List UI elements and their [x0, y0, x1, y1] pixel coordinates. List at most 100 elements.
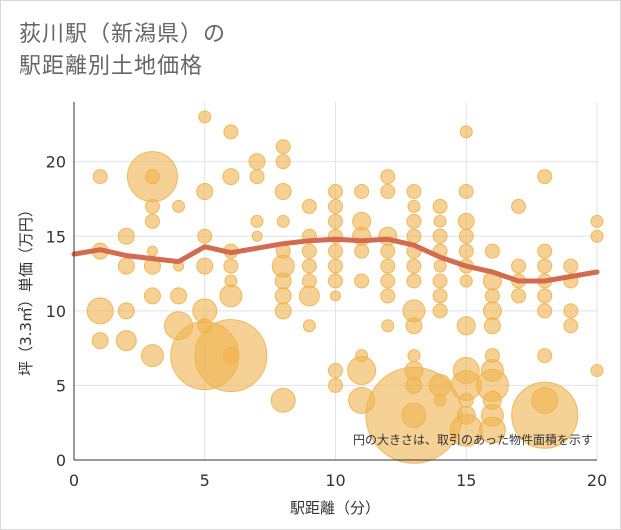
- x-tick-label: 10: [325, 471, 345, 490]
- data-bubble: [354, 243, 370, 259]
- y-tick-label: 5: [56, 376, 66, 395]
- data-bubble: [298, 285, 320, 307]
- data-bubble: [276, 214, 290, 228]
- data-bubble: [86, 297, 114, 325]
- data-bubble: [328, 184, 343, 199]
- y-tick-label: 15: [46, 227, 66, 246]
- data-bubble: [144, 213, 160, 229]
- data-bubble: [144, 169, 160, 185]
- data-bubble: [511, 288, 527, 304]
- data-bubble: [140, 344, 164, 368]
- data-bubble: [197, 228, 213, 244]
- chart-title-line1: 荻川駅（新潟県）の: [19, 22, 227, 47]
- data-bubble: [117, 227, 135, 245]
- data-bubble: [380, 258, 396, 274]
- data-bubble: [407, 199, 421, 213]
- data-bubble: [328, 377, 343, 393]
- data-bubble: [590, 214, 604, 228]
- data-bubble: [248, 153, 266, 171]
- x-tick-label: 15: [456, 471, 476, 490]
- data-bubble: [381, 319, 395, 333]
- data-bubble: [249, 169, 265, 185]
- data-bubble: [301, 258, 317, 274]
- data-bubble: [274, 287, 292, 305]
- data-bubble: [328, 198, 343, 214]
- data-bubble: [380, 288, 396, 304]
- y-axis-label: 坪（3.3㎡）単価（万円）: [17, 202, 35, 376]
- data-bubble: [270, 387, 296, 413]
- data-bubble: [401, 402, 427, 428]
- data-bubble: [274, 272, 292, 290]
- data-bubble: [590, 229, 604, 243]
- data-bubble: [511, 258, 527, 274]
- data-bubble: [482, 301, 502, 321]
- x-axis-label: 駅距離（分）: [290, 499, 380, 517]
- data-bubble: [483, 317, 501, 335]
- data-bubble: [328, 258, 343, 274]
- data-bubble: [537, 288, 553, 304]
- data-bubble: [428, 373, 452, 397]
- data-bubble: [407, 349, 421, 363]
- data-bubble: [354, 184, 370, 199]
- data-bubble: [250, 214, 264, 228]
- data-bubble: [301, 198, 317, 214]
- data-bubble: [590, 364, 604, 377]
- data-bubble: [458, 392, 474, 408]
- data-bubble: [328, 363, 343, 378]
- data-bubble: [146, 245, 158, 257]
- data-bubble: [484, 243, 500, 259]
- data-bubble: [117, 302, 135, 320]
- data-bubble: [484, 288, 500, 304]
- data-bubble: [117, 257, 135, 275]
- data-bubble: [406, 184, 422, 199]
- data-bubble: [347, 356, 377, 385]
- x-tick-label: 0: [69, 471, 79, 490]
- data-bubble: [380, 184, 396, 199]
- data-bubble: [457, 212, 475, 230]
- data-bubble: [198, 110, 212, 124]
- data-bubble: [91, 332, 109, 350]
- data-bubble: [275, 154, 291, 170]
- data-bubble: [458, 228, 474, 244]
- data-bubble: [274, 302, 292, 320]
- data-bubble: [406, 213, 422, 229]
- tick-labels: 0 5 10 15 20 0 5 10 15 20: [46, 153, 608, 490]
- y-tick-label: 0: [56, 451, 66, 470]
- data-bubble: [301, 243, 317, 259]
- data-bubble: [456, 316, 476, 336]
- data-bubble: [196, 183, 214, 200]
- data-bubble: [563, 318, 579, 334]
- data-bubble: [478, 416, 506, 444]
- bubble-layer: [86, 110, 604, 464]
- data-bubble: [223, 124, 239, 140]
- data-bubble: [406, 258, 422, 274]
- chart-title-line2: 駅距離別土地価格: [19, 54, 204, 79]
- x-tick-label: 5: [200, 471, 210, 490]
- data-bubble: [328, 273, 343, 289]
- data-bubble: [330, 290, 341, 302]
- data-bubble: [563, 303, 579, 319]
- y-tick-label: 10: [46, 302, 66, 321]
- data-bubble: [537, 258, 553, 274]
- data-bubble: [380, 169, 396, 185]
- data-bubble: [275, 139, 291, 155]
- data-bubble: [433, 393, 447, 407]
- data-bubble: [143, 287, 161, 305]
- data-bubble: [222, 347, 240, 365]
- data-bubble: [432, 273, 448, 289]
- x-tick-label: 20: [587, 471, 607, 490]
- data-bubble: [511, 198, 527, 214]
- data-bubble: [537, 243, 553, 259]
- data-bubble: [433, 214, 447, 228]
- data-bubble: [537, 303, 553, 319]
- data-bubble: [563, 258, 579, 274]
- data-bubble: [406, 228, 422, 244]
- data-bubble: [459, 125, 473, 139]
- data-bubble: [223, 258, 239, 274]
- data-bubble: [302, 319, 316, 333]
- data-bubble: [354, 273, 370, 289]
- data-bubble: [380, 273, 396, 289]
- data-bubble: [459, 274, 473, 288]
- data-bubble: [511, 381, 579, 449]
